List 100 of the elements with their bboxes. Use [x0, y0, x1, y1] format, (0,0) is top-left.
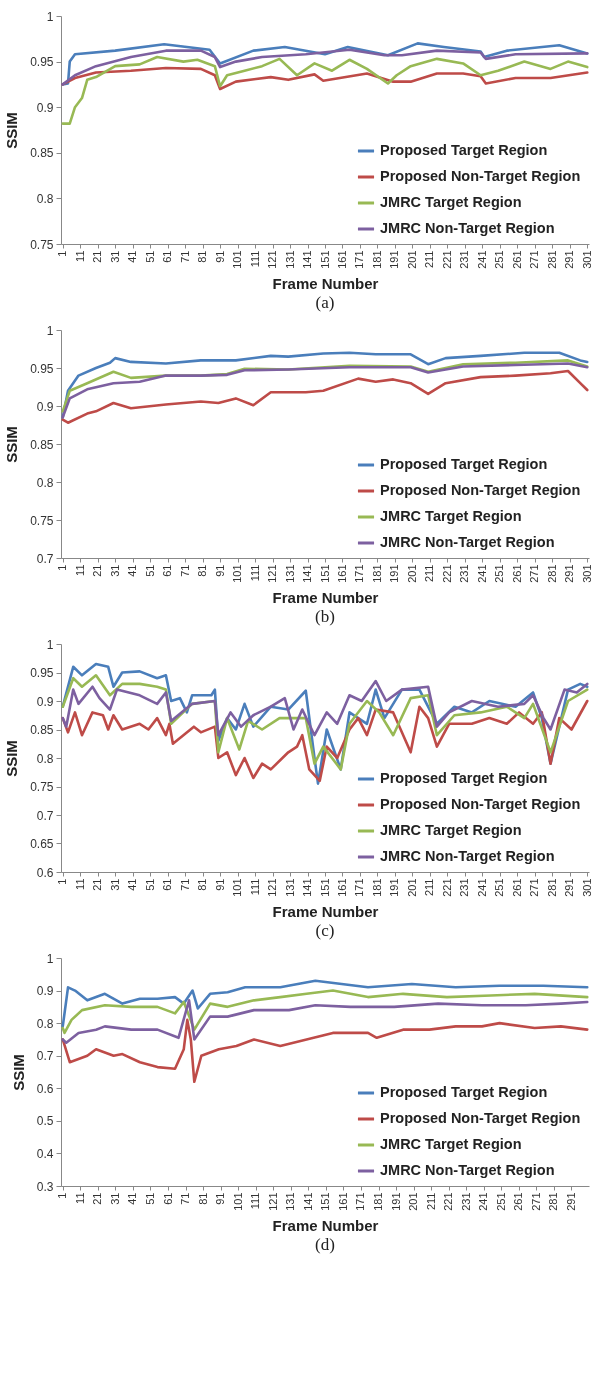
x-tick-label: 261	[510, 564, 523, 583]
legend-label: Proposed Non-Target Region	[380, 482, 581, 498]
y-tick-label: 1	[46, 9, 54, 24]
x-tick-label: 261	[510, 250, 523, 269]
y-axis-title: SSIM	[3, 740, 21, 777]
x-tick-label: 111	[249, 1192, 262, 1210]
x-tick-label: 151	[319, 1192, 332, 1211]
legend-label: JMRC Target Region	[380, 1136, 522, 1152]
y-tick-label: 0.5	[36, 1114, 54, 1129]
x-tick-label: 41	[126, 564, 139, 577]
x-tick-label: 31	[108, 1192, 121, 1205]
x-tick-label: 301	[580, 878, 593, 897]
x-tick-label: 91	[214, 1192, 227, 1205]
x-tick-label: 211	[423, 250, 436, 269]
x-tick-label: 241	[475, 564, 488, 583]
x-tick-label: 31	[108, 878, 121, 891]
x-tick-label: 101	[231, 1192, 244, 1211]
x-tick-label: 81	[196, 250, 209, 263]
x-tick-label: 281	[545, 250, 558, 269]
x-tick-label: 81	[196, 564, 209, 577]
x-tick-label: 171	[353, 564, 366, 583]
x-tick-label: 251	[493, 250, 506, 269]
y-tick-label: 0.9	[36, 100, 54, 115]
x-tick-label: 211	[424, 1192, 437, 1211]
x-tick-label: 201	[407, 1192, 420, 1211]
y-tick-label: 0.7	[36, 1049, 54, 1064]
x-tick-label: 111	[248, 250, 261, 268]
x-tick-label: 211	[423, 564, 436, 583]
x-tick-label: 261	[510, 878, 523, 897]
y-tick-label: 0.4	[36, 1146, 54, 1161]
x-tick-label: 231	[458, 878, 471, 897]
y-tick-label: 0.9	[36, 984, 54, 999]
x-tick-label: 11	[73, 878, 86, 890]
x-tick-label: 61	[161, 250, 174, 263]
x-tick-label: 1	[56, 1192, 69, 1199]
x-tick-label: 1	[56, 878, 69, 885]
x-tick-label: 231	[458, 250, 471, 269]
legend-label: Proposed Target Region	[380, 456, 548, 472]
line-series	[61, 369, 589, 425]
y-axis-title: SSIM	[9, 1054, 27, 1091]
text: (b)	[315, 607, 335, 627]
y-tick-label: 1	[46, 951, 54, 966]
x-tick-label: 281	[545, 878, 558, 897]
y-tick-label: 1	[46, 637, 54, 652]
x-tick-label: 21	[91, 878, 104, 891]
y-tick-label: 0.8	[36, 475, 54, 490]
line-series	[61, 999, 589, 1044]
x-tick-label: 121	[266, 878, 279, 897]
x-axis-title: Frame Number	[272, 588, 379, 606]
y-tick-label: 0.95	[30, 666, 54, 680]
x-tick-label: 1	[56, 250, 69, 257]
x-axis-title: Frame Number	[272, 902, 379, 920]
y-tick-label: 0.6	[36, 865, 54, 880]
line-series	[61, 979, 589, 1028]
x-tick-label: 291	[564, 1192, 577, 1211]
y-axis-title: SSIM	[3, 426, 21, 463]
x-tick-label: 161	[335, 564, 348, 583]
y-tick-label: 0.9	[36, 399, 54, 414]
legend-label: JMRC Target Region	[380, 194, 522, 210]
y-tick-label: 0.65	[30, 837, 54, 851]
x-tick-label: 121	[266, 564, 279, 583]
x-tick-label: 191	[389, 1192, 402, 1211]
x-tick-label: 91	[213, 564, 226, 577]
x-tick-label: 101	[231, 564, 244, 583]
x-tick-label: 191	[388, 878, 401, 897]
y-tick-label: 1	[46, 323, 54, 338]
x-tick-label: 181	[370, 564, 383, 583]
legend-label: JMRC Non-Target Region	[380, 1162, 555, 1178]
x-tick-label: 181	[370, 250, 383, 269]
text: (c)	[315, 921, 335, 941]
y-tick-label: 0.75	[30, 780, 54, 794]
x-tick-label: 131	[284, 1192, 297, 1211]
x-tick-label: 51	[143, 564, 156, 577]
legend-label: Proposed Non-Target Region	[380, 796, 581, 812]
x-tick-label: 151	[318, 250, 331, 269]
legend-label: Proposed Target Region	[380, 770, 548, 786]
y-tick-label: 0.75	[30, 237, 54, 252]
x-tick-label: 191	[388, 564, 401, 583]
y-tick-label: 0.85	[30, 146, 54, 161]
y-tick-label: 0.95	[30, 55, 54, 70]
x-tick-label: 111	[248, 878, 261, 896]
x-tick-label: 171	[353, 878, 366, 897]
x-tick-label: 271	[528, 250, 541, 269]
y-tick-label: 0.8	[36, 751, 54, 766]
x-tick-label: 101	[231, 250, 244, 269]
x-tick-label: 261	[512, 1192, 525, 1211]
legend-label: Proposed Non-Target Region	[380, 168, 581, 184]
x-tick-label: 251	[494, 1192, 507, 1211]
x-tick-label: 211	[423, 878, 436, 897]
x-tick-label: 61	[161, 564, 174, 577]
x-tick-label: 111	[248, 564, 261, 582]
x-tick-label: 241	[475, 250, 488, 269]
y-tick-label: 0.75	[30, 513, 54, 528]
x-tick-label: 81	[196, 1192, 209, 1205]
x-tick-label: 101	[231, 878, 244, 897]
y-tick-label: 0.7	[36, 808, 54, 823]
x-tick-label: 131	[283, 564, 296, 583]
y-tick-label: 0.85	[30, 723, 54, 737]
x-tick-label: 71	[178, 878, 191, 891]
x-tick-label: 181	[370, 878, 383, 897]
